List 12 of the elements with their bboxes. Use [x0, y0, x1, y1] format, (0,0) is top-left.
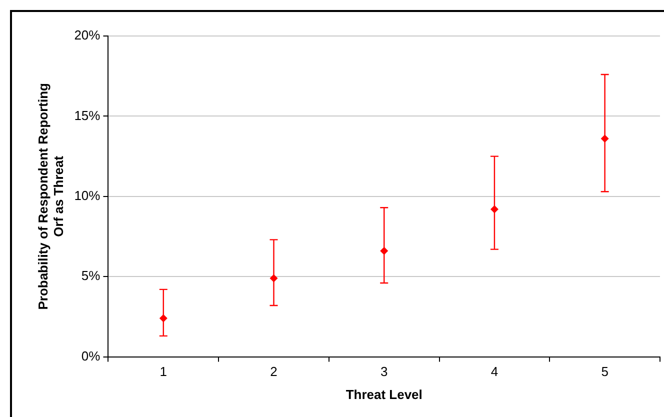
x-tick-label: 2: [270, 364, 278, 380]
x-axis-title: Threat Level: [346, 386, 422, 402]
x-tick-label: 1: [160, 364, 168, 380]
y-tick-label: 20%: [74, 28, 101, 43]
y-tick-label: 5%: [81, 268, 101, 284]
y-axis-title: Probability of Respondent Reporting Orf as Threat: [35, 82, 66, 310]
x-tick-label: 3: [380, 364, 388, 380]
y-tick-label: 10%: [74, 188, 101, 203]
x-tick-label: 5: [601, 364, 608, 380]
y-tick-label: 15%: [74, 108, 101, 123]
x-tick-label: 4: [490, 364, 498, 380]
y-tick-label: 0%: [81, 348, 101, 364]
